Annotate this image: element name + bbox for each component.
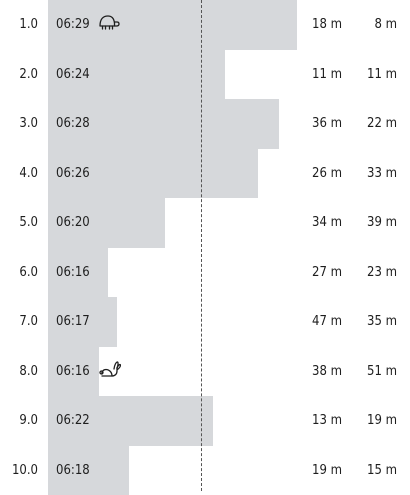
average-pace-line: [201, 0, 202, 491]
split-pace: 06:20: [56, 198, 90, 248]
split-pace: 06:18: [56, 446, 90, 495]
split-row: 7.0 06:17 47 m 35 m: [0, 297, 410, 347]
split-pace: 06:17: [56, 297, 90, 347]
split-row: 3.0 06:28 36 m 22 m: [0, 99, 410, 149]
elevation-loss: 11 m: [356, 50, 397, 100]
elevation-gain: 36 m: [300, 99, 342, 149]
split-row: 9.0 06:22 13 m 19 m: [0, 396, 410, 446]
split-km-label: 10.0: [0, 446, 38, 495]
elevation-gain: 26 m: [300, 149, 342, 199]
split-km-label: 5.0: [0, 198, 38, 248]
elevation-loss: 39 m: [356, 198, 397, 248]
rabbit-icon: [99, 360, 121, 378]
elevation-loss: 35 m: [356, 297, 397, 347]
elevation-gain: 47 m: [300, 297, 342, 347]
elevation-gain: 13 m: [300, 396, 342, 446]
split-row: 2.0 06:24 11 m 11 m: [0, 50, 410, 100]
split-pace: 06:29: [56, 0, 90, 50]
split-row: 4.0 06:26 26 m 33 m: [0, 149, 410, 199]
turtle-icon: [98, 13, 120, 31]
split-pace: 06:16: [56, 248, 90, 298]
elevation-loss: 33 m: [356, 149, 397, 199]
split-km-label: 8.0: [0, 347, 38, 397]
elevation-loss: 19 m: [356, 396, 397, 446]
elevation-gain: 19 m: [300, 446, 342, 495]
split-row: 5.0 06:20 34 m 39 m: [0, 198, 410, 248]
split-row: 8.0 06:16 38 m 51 m: [0, 347, 410, 397]
split-km-label: 4.0: [0, 149, 38, 199]
split-km-label: 2.0: [0, 50, 38, 100]
elevation-loss: 8 m: [356, 0, 397, 50]
split-pace: 06:16: [56, 347, 90, 397]
split-row: 10.0 06:18 19 m 15 m: [0, 446, 410, 495]
split-km-label: 9.0: [0, 396, 38, 446]
split-km-label: 3.0: [0, 99, 38, 149]
split-km-label: 6.0: [0, 248, 38, 298]
split-km-label: 7.0: [0, 297, 38, 347]
elevation-gain: 38 m: [300, 347, 342, 397]
elevation-gain: 11 m: [300, 50, 342, 100]
elevation-loss: 22 m: [356, 99, 397, 149]
split-pace: 06:24: [56, 50, 90, 100]
elevation-loss: 15 m: [356, 446, 397, 495]
split-pace: 06:26: [56, 149, 90, 199]
elevation-gain: 34 m: [300, 198, 342, 248]
elevation-gain: 27 m: [300, 248, 342, 298]
split-pace: 06:28: [56, 99, 90, 149]
split-row: 6.0 06:16 27 m 23 m: [0, 248, 410, 298]
elevation-loss: 51 m: [356, 347, 397, 397]
split-km-label: 1.0: [0, 0, 38, 50]
split-pace: 06:22: [56, 396, 90, 446]
elevation-gain: 18 m: [300, 0, 342, 50]
elevation-loss: 23 m: [356, 248, 397, 298]
split-row: 1.0 06:29 18 m 8 m: [0, 0, 410, 50]
